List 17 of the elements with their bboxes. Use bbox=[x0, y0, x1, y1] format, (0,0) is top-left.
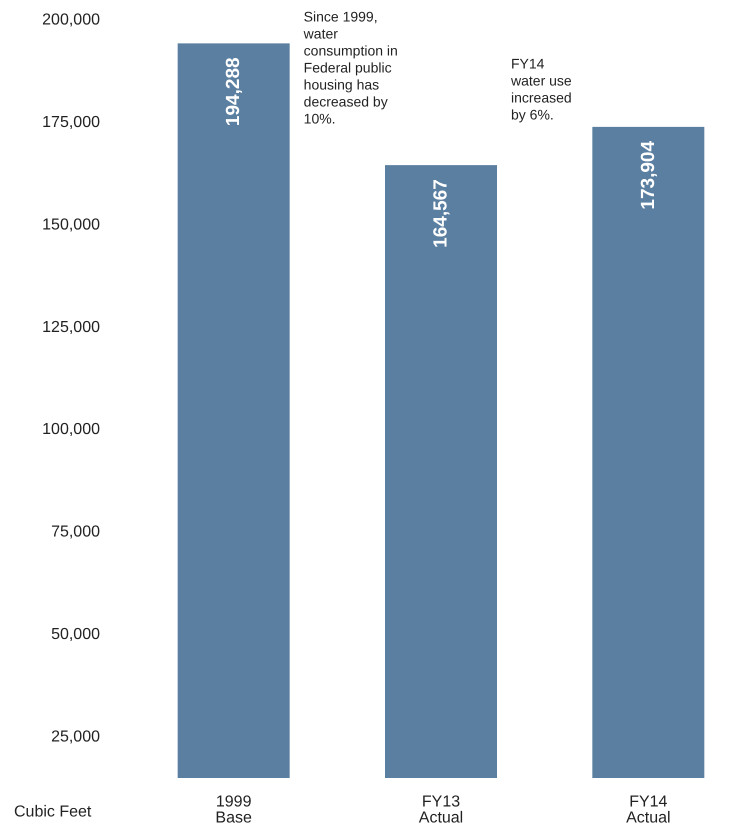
x-tick-label: 1999 Base bbox=[215, 794, 252, 826]
data-label: 173,904 bbox=[638, 140, 659, 210]
y-tick-label: 150,000 bbox=[42, 216, 100, 234]
y-tick-label: 200,000 bbox=[42, 12, 100, 28]
data-label: 164,567 bbox=[430, 179, 452, 248]
y-tick-label: 75,000 bbox=[51, 524, 100, 541]
y-tick-label: 25,000 bbox=[51, 728, 100, 746]
annotation: Since 1999, water consumption in Federal public housing has decreased by 10%. bbox=[302, 8, 402, 126]
y-tick-label: 175,000 bbox=[42, 114, 100, 131]
y-tick-label: 125,000 bbox=[42, 318, 100, 336]
data-label: 194,288 bbox=[223, 57, 244, 126]
annotation: FY14 water use increased by 6%. bbox=[510, 56, 576, 122]
y-tick-label: 50,000 bbox=[51, 626, 100, 644]
x-tick-label: FY13 Actual bbox=[418, 794, 464, 826]
x-tick-label: FY14 Actual bbox=[626, 794, 671, 826]
y-axis-title: Cubic Feet bbox=[14, 804, 92, 820]
y-tick-label: 100,000 bbox=[42, 421, 100, 438]
